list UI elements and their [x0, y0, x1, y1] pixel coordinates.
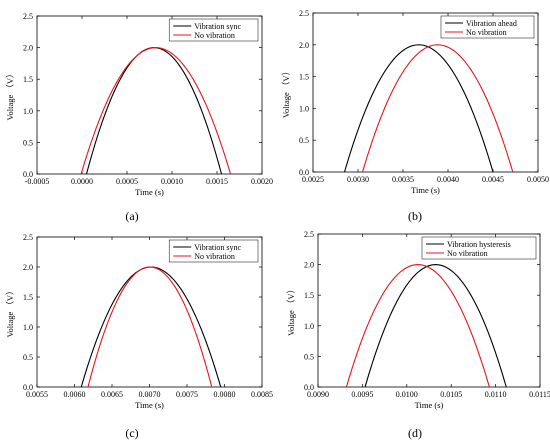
x-tick-label: 0.0070 [139, 390, 161, 399]
y-tick-label: 1.0 [23, 107, 33, 116]
plot-frame [312, 12, 539, 173]
x-tick-label: 0.0110 [485, 390, 507, 399]
x-tick-label: 0.0105 [440, 390, 462, 399]
y-tick-label: 1.5 [304, 291, 314, 300]
y-tick-label: 0.5 [23, 353, 33, 362]
y-tick-label: 2.0 [304, 261, 314, 270]
legend-label-2: No vibration [447, 249, 488, 258]
legend-label-1: Vibration sync [194, 243, 241, 252]
legend-box [168, 239, 259, 263]
y-tick-label: 2.0 [299, 41, 309, 50]
series-line-1 [85, 47, 223, 174]
x-tick-label: 0.0080 [214, 390, 236, 399]
legend-label-1: Vibration hysteresis [447, 240, 511, 249]
x-tick-label: 0.0010 [161, 177, 183, 186]
y-axis-label: Voltage （V） [5, 286, 15, 337]
y-axis-label: Voltage （V） [281, 67, 291, 118]
panel-caption: (d) [408, 426, 422, 440]
panel-caption: (c) [125, 426, 138, 440]
series-line-2 [361, 44, 514, 172]
y-tick-label: 1.5 [23, 293, 33, 302]
y-tick-label: 1.0 [299, 104, 309, 113]
x-tick-label: 0.0055 [26, 390, 48, 399]
legend-label-2: No vibration [466, 28, 507, 37]
y-tick-label: 2.5 [299, 9, 309, 18]
y-axis-label: Voltage （V） [286, 285, 296, 336]
chart-panel-4: 0.0090 0.0095 0.0100 0.0105 0.0110 0.0115 0.0 0… [286, 230, 550, 440]
x-tick-label: 0.0090 [307, 390, 329, 399]
y-tick-label: 0.5 [23, 138, 33, 147]
x-tick-label: 0.0115 [529, 390, 550, 399]
x-tick-label: 0.0095 [351, 390, 373, 399]
legend-box [421, 236, 537, 260]
series-line-1 [364, 264, 507, 387]
y-tick-label: 0.0 [23, 170, 33, 179]
x-tick-label: 0.0030 [347, 175, 369, 184]
x-tick-label: 0.0060 [64, 390, 86, 399]
y-tick-label: 2.0 [23, 44, 33, 53]
y-tick-label: 2.5 [23, 12, 33, 21]
x-tick-label: 0.0025 [302, 175, 324, 184]
panel-caption: (a) [125, 209, 138, 223]
legend-label-1: Vibration ahead [466, 19, 517, 28]
x-tick-label: 0.0005 [116, 177, 138, 186]
y-tick-label: 2.5 [304, 230, 314, 239]
legend-box [168, 18, 259, 42]
x-tick-label: 0.0100 [396, 390, 418, 399]
x-tick-label: 0.0050 [527, 175, 549, 184]
y-tick-label: 1.5 [23, 75, 33, 84]
x-tick-label: 0.0015 [206, 177, 228, 186]
y-tick-label: 0.0 [23, 383, 33, 392]
panel-caption: (b) [408, 209, 422, 223]
legend-box [440, 15, 535, 39]
x-tick-label: 0.0035 [392, 175, 414, 184]
y-tick-label: 0.0 [299, 168, 309, 177]
x-tick-label: 0.0020 [251, 177, 273, 186]
chart-panel-1: -0.0005 0.0000 0.0005 0.0010 0.0015 0.0020 0.0… [5, 12, 273, 223]
x-tick-label: 0.0065 [101, 390, 123, 399]
legend-label-1: Vibration sync [194, 22, 241, 31]
x-tick-label: 0.0075 [176, 390, 198, 399]
x-axis-label: Time (s) [135, 187, 164, 197]
chart-panel-3: 0.0055 0.0060 0.0065 0.0070 0.0075 0.0080 0.00… [5, 233, 273, 440]
series-line-2 [80, 47, 232, 174]
legend-label-2: No vibration [194, 31, 235, 40]
x-tick-label: 0.0040 [437, 175, 459, 184]
legend-label-2: No vibration [194, 252, 235, 261]
y-tick-label: 0.5 [304, 352, 314, 361]
y-tick-label: 2.0 [23, 263, 33, 272]
series-line-2 [345, 264, 490, 387]
y-tick-label: 2.5 [23, 233, 33, 242]
x-tick-label: 0.0045 [482, 175, 504, 184]
plot-frame [36, 15, 263, 175]
plot-frame [317, 233, 541, 388]
x-axis-label: Time (s) [411, 185, 440, 195]
y-tick-label: 1.5 [299, 73, 309, 82]
y-tick-label: 0.5 [299, 136, 309, 145]
chart-panel-2: 0.0025 0.0030 0.0035 0.0040 0.0045 0.0050 0.0 0… [281, 9, 549, 223]
x-tick-label: 0.0000 [71, 177, 93, 186]
series-line-1 [343, 44, 494, 172]
y-tick-label: 0.0 [304, 383, 314, 392]
x-axis-label: Time (s) [135, 400, 164, 410]
y-tick-label: 1.0 [23, 323, 33, 332]
x-tick-label: -0.0005 [25, 177, 50, 186]
x-axis-label: Time (s) [415, 400, 444, 410]
series-line-1 [80, 266, 222, 387]
x-tick-label: 0.0085 [251, 390, 273, 399]
y-tick-label: 1.0 [304, 322, 314, 331]
series-line-2 [87, 266, 213, 387]
y-axis-label: Voltage （V） [5, 69, 15, 120]
